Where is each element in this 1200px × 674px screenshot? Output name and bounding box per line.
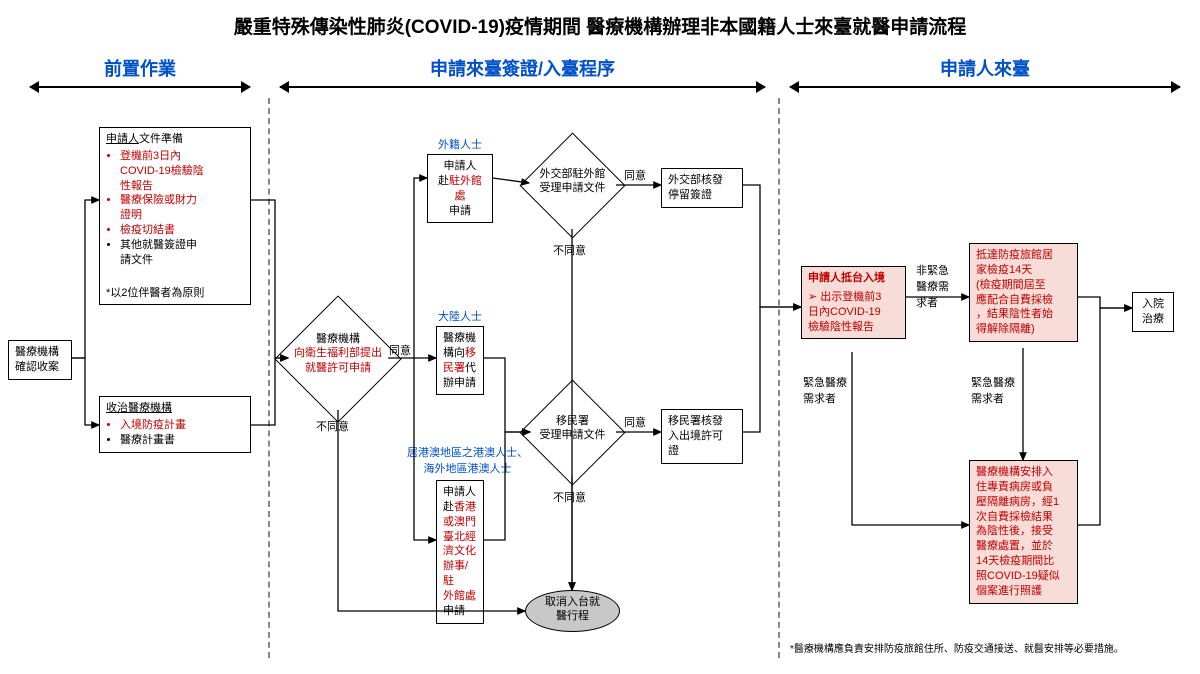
- section-2-header: 申請來臺簽證/入臺程序: [285, 55, 760, 81]
- node-quarantine: 抵達防疫旅館居 家檢疫14天 (檢疫期間屆至 應配合自費採檢 ，結果陰性者始 得…: [969, 243, 1078, 342]
- label-urgent-1: 緊急醫療 需求者: [803, 374, 847, 406]
- label-mofa-agree: 同意: [624, 167, 646, 183]
- hospital-docs-b2: 醫療計畫書: [120, 433, 244, 448]
- label-hk: 居港澳地區之港澳人士、 海外地區港澳人士: [395, 444, 540, 476]
- node-hospital-docs: 收治醫療機構 入境防疫計畫 醫療計畫書: [99, 396, 251, 453]
- divider-2: [778, 98, 780, 658]
- applicant-docs-title: 申請人: [106, 133, 139, 145]
- node-cancel: 取消入台就 醫行程: [525, 590, 620, 632]
- node-hospital-arrange: 醫療機構安排入 住專責病房或負 壓隔離病房，經1 次自費採檢結果 為陰性後，接受…: [969, 460, 1078, 604]
- label-nonurgent: 非緊急 醫療需 求者: [916, 262, 949, 310]
- mohw-pre: 醫療機構: [316, 333, 360, 345]
- node-confirm: 醫療機構 確認收案: [8, 340, 72, 380]
- label-mainland: 大陸人士: [425, 308, 495, 324]
- label-mohw-agree: 同意: [389, 342, 411, 358]
- applicant-docs-b4: 其他就醫簽證申 請文件: [120, 238, 244, 268]
- footnote: *醫療機構應負責安排防疫旅館住所、防疫交通接送、就醫安排等必要措施。: [790, 640, 1124, 655]
- node-nia-label: 移民署 受理申請文件: [525, 414, 620, 443]
- hk-suf: 申請: [443, 605, 465, 617]
- node-admit: 入院 治療: [1132, 292, 1174, 332]
- node-hk-apply: 申請人 赴香港 或澳門 臺北經 濟文化 辦事/駐 外館處 申請: [436, 480, 484, 624]
- applicant-docs-b2: 醫療保險或財力 證明: [120, 193, 244, 223]
- page-title: 嚴重特殊傳染性肺炎(COVID-19)疫情期間 醫療機構辦理非本國籍人士來臺就醫…: [0, 12, 1200, 39]
- node-mainland-apply: 醫療機 構向移 民署代 辦申請: [436, 326, 484, 395]
- section-1-arrow: [30, 86, 250, 88]
- label-foreign: 外籍人士: [425, 136, 495, 152]
- section-2-arrow: [280, 86, 765, 88]
- foreign-suf: 申請: [449, 205, 471, 217]
- label-mohw-disagree: 不同意: [316, 418, 349, 434]
- label-nia-agree: 同意: [624, 414, 646, 430]
- arrive-title: 申請人抵台入境: [808, 271, 899, 286]
- divider-1: [268, 98, 270, 658]
- mohw-red: 向衛生福利部提出 就醫許可申請: [294, 347, 382, 373]
- hk-red: 香港 或澳門 臺北經 濟文化 辦事/駐 外館處: [443, 501, 476, 602]
- applicant-docs-b3: 檢疫切結書: [120, 223, 244, 238]
- hospital-docs-b1: 入境防疫計畫: [120, 418, 244, 433]
- label-urgent-2: 緊急醫療 需求者: [971, 374, 1015, 406]
- section-1-header: 前置作業: [30, 55, 250, 81]
- node-foreign-apply: 申請人 赴駐外館處 申請: [427, 154, 493, 223]
- node-applicant-docs: 申請人文件準備 登機前3日內 COVID-19檢驗陰 性報告 醫療保險或財力 證…: [99, 127, 251, 305]
- arrive-pref: ➢: [808, 291, 820, 303]
- node-mofa-issue: 外交部核發 停留簽證: [661, 168, 743, 208]
- applicant-docs-note: *以2位伴醫者為原則: [106, 286, 244, 301]
- node-mohw-label: 醫療機構 向衛生福利部提出 就醫許可申請: [283, 332, 393, 375]
- label-mofa-disagree: 不同意: [553, 242, 586, 258]
- foreign-red: 駐外館處: [449, 175, 482, 202]
- applicant-docs-b1: 登機前3日內 COVID-19檢驗陰 性報告: [120, 149, 244, 194]
- node-arrive: 申請人抵台入境 ➢ 出示登機前3 日內COVID-19 檢驗陰性報告: [801, 266, 906, 339]
- hospital-docs-title: 收治醫療機構: [106, 401, 244, 416]
- node-nia-issue: 移民署核發 入出境許可 證: [661, 409, 743, 464]
- label-nia-disagree: 不同意: [553, 489, 586, 505]
- node-mofa-label: 外交部駐外館 受理申請文件: [525, 167, 620, 196]
- applicant-docs-suffix: 文件準備: [139, 133, 183, 145]
- section-3-arrow: [790, 86, 1180, 88]
- section-3-header: 申請人來臺: [790, 55, 1180, 81]
